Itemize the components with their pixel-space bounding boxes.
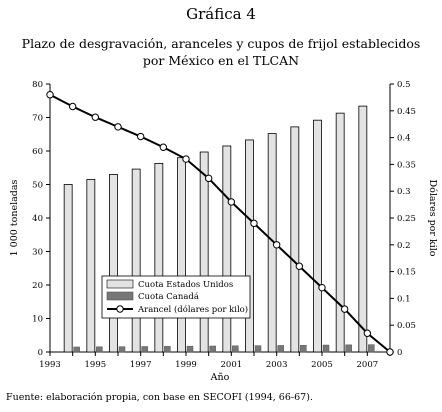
y-left-tick-label: 10	[32, 315, 43, 325]
legend-swatch-estados-unidos	[106, 279, 134, 289]
legend-marker-arancel	[116, 305, 124, 313]
bar-cuota-estados-unidos	[131, 168, 141, 353]
y-right-tick-label: 0.4	[397, 134, 411, 144]
bar-cuota-canada	[186, 345, 194, 353]
bar-cuota-canada	[141, 346, 148, 353]
legend-label-canada: Cuota Canadá	[138, 291, 199, 302]
point-arancel	[386, 348, 394, 356]
bar-cuota-canada	[164, 346, 171, 353]
bar-cuota-estados-unidos	[109, 174, 118, 353]
bar-cuota-estados-unidos	[313, 119, 322, 353]
line-arancel	[49, 93, 391, 353]
y-left-tick-label: 0	[38, 348, 43, 358]
bar-cuota-estados-unidos	[86, 179, 96, 353]
point-arancel	[182, 155, 190, 163]
chart-title-line-2: por México en el TLCAN	[142, 53, 300, 68]
y-right-tick-label: 0.1	[397, 294, 411, 304]
legend-label-estados-unidos: Cuota Estados Unidos	[138, 280, 233, 290]
y-right-tick-label: 0.2	[397, 241, 411, 251]
y-right-tick-label: 0.25	[397, 214, 416, 224]
point-arancel	[136, 132, 145, 141]
y-axis-left-title: 1 000 toneladas	[9, 179, 20, 256]
y-right-tick-label: 0.05	[397, 321, 416, 331]
x-tick-label: 2003	[266, 360, 288, 370]
bar-cuota-canada	[232, 345, 239, 353]
bar-cuota-canada	[254, 345, 262, 353]
y-right-tick-label: 0.15	[397, 268, 416, 278]
point-arancel	[159, 143, 168, 151]
bar-cuota-canada	[209, 345, 216, 353]
point-arancel	[68, 102, 77, 111]
legend-swatch-canada	[106, 291, 134, 301]
y-right-tick-label: 0.45	[397, 107, 416, 117]
bar-cuota-canada	[345, 344, 352, 353]
x-tick-label: 1993	[39, 360, 61, 370]
x-tick-label: 1997	[130, 360, 152, 370]
y-right-tick-label: 0.5	[397, 80, 411, 90]
point-arancel	[272, 241, 281, 249]
legend-label-arancel: Arancel (dólares por kilo)	[137, 304, 248, 315]
bar-cuota-canada	[368, 344, 375, 353]
bar-cuota-canada	[322, 344, 330, 353]
y-left-tick-label: 50	[32, 181, 43, 191]
y-left-tick-label: 80	[32, 80, 43, 90]
source-note: Fuente: elaboración propia, con base en …	[6, 392, 313, 403]
x-tick-label: 1999	[175, 360, 197, 370]
point-arancel	[46, 91, 54, 99]
bar-cuota-estados-unidos	[222, 145, 232, 353]
y-right-tick-label: 0.3	[397, 187, 411, 197]
x-tick-label: 2005	[311, 360, 333, 370]
x-axis-title: Año	[210, 372, 230, 383]
y-right-tick-label: 0	[397, 348, 402, 358]
point-arancel	[227, 198, 236, 206]
y-left-tick-label: 30	[32, 248, 43, 258]
y-left-tick-label: 40	[32, 214, 43, 224]
bar-cuota-canada	[300, 344, 307, 353]
y-right-tick-label: 0.35	[397, 160, 416, 170]
point-arancel	[114, 123, 122, 131]
point-arancel	[91, 113, 100, 121]
point-arancel	[204, 174, 213, 183]
bar-cuota-canada	[277, 345, 284, 353]
bar-cuota-estados-unidos	[358, 105, 368, 353]
bar-cuota-estados-unidos	[177, 157, 186, 353]
y-axis-right-title: Dólares por kilo	[427, 179, 438, 256]
bar-cuota-estados-unidos	[154, 162, 164, 353]
y-left-tick-label: 20	[32, 281, 43, 291]
point-arancel	[250, 219, 258, 228]
bar-cuota-canada	[118, 346, 126, 353]
y-left-tick-label: 70	[32, 114, 43, 124]
x-tick-label: 2007	[357, 360, 379, 370]
point-arancel	[318, 283, 326, 292]
point-arancel	[363, 329, 372, 337]
bar-cuota-estados-unidos	[199, 151, 209, 353]
x-tick-label: 1995	[85, 360, 107, 370]
chart-title-line-1: Plazo de desgravación, aranceles y cupos…	[21, 36, 421, 51]
y-left-tick-label: 60	[32, 147, 43, 157]
bar-cuota-estados-unidos	[335, 112, 345, 353]
point-arancel	[295, 262, 304, 270]
bar-cuota-estados-unidos	[63, 184, 73, 353]
point-arancel	[340, 305, 349, 313]
figure-label: Gráfica 4	[186, 5, 256, 23]
bar-cuota-canada	[73, 346, 80, 353]
bar-cuota-estados-unidos	[290, 126, 300, 353]
bar-cuota-canada	[96, 346, 103, 353]
bar-cuota-estados-unidos	[245, 139, 254, 353]
x-tick-label: 2001	[221, 360, 243, 370]
